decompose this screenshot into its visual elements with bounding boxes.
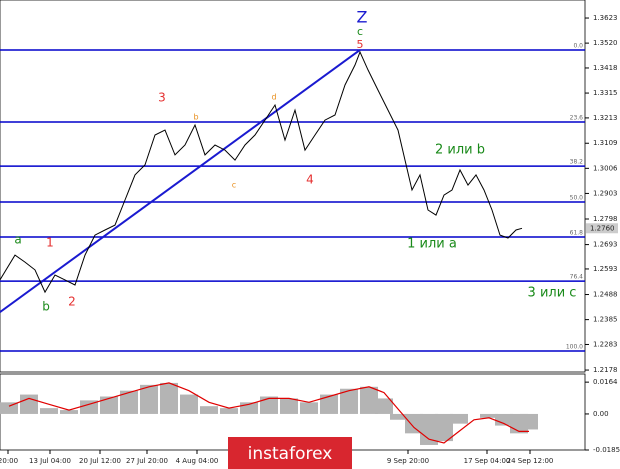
y-tick-label: 1.3520 <box>593 39 618 47</box>
wave-label: 5 <box>357 38 364 51</box>
x-tick-label: 17 Sep 04:00 <box>464 457 511 465</box>
price-panel <box>0 0 586 373</box>
y-tick-label: 1.2693 <box>593 241 618 249</box>
histogram-bar <box>200 406 218 414</box>
trendline <box>0 49 361 313</box>
histogram-bar <box>435 413 453 442</box>
y-tick-label: 0.00 <box>593 410 609 418</box>
x-tick-label: 9 Sep 20:00 <box>387 457 429 465</box>
histogram-bar <box>390 413 408 420</box>
histogram-bar <box>320 394 338 414</box>
histogram-bar <box>520 413 538 430</box>
wave-label: Z <box>357 8 368 27</box>
y-tick-label: 1.3315 <box>593 89 618 97</box>
y-tick-label: 0.0164 <box>593 378 618 386</box>
wave-label: 2 или b <box>435 143 485 158</box>
fib-label: 0.0 <box>573 42 583 49</box>
fib-label: 76.4 <box>570 274 584 281</box>
histogram-bar <box>140 384 158 414</box>
x-tick-label: 20:00 <box>0 457 18 465</box>
histogram-bar <box>240 402 258 414</box>
y-tick-label: 1.3006 <box>593 164 618 172</box>
wave-label: 2 <box>68 295 76 309</box>
y-tick-label: -0.01859 <box>593 446 620 454</box>
histogram-bar <box>405 413 423 434</box>
histogram-bar <box>495 413 513 426</box>
watermark: instaforex <box>248 444 333 464</box>
y-tick-label: 1.2283 <box>593 340 618 348</box>
y-tick-label: 1.2178 <box>593 366 618 374</box>
wave-label: d <box>271 93 276 102</box>
y-tick-label: 1.2385 <box>593 316 618 324</box>
histogram-bar <box>480 413 498 418</box>
histogram-bar <box>120 390 138 414</box>
y-tick-label: 1.2593 <box>593 265 618 273</box>
watermark-box <box>228 437 352 469</box>
wave-label: c <box>232 181 236 190</box>
histogram-bar <box>160 382 178 414</box>
wave-label: c <box>357 25 363 38</box>
histogram-bar <box>0 402 18 414</box>
y-tick-label: 1.3623 <box>593 14 618 22</box>
wave-label: 1 или a <box>407 237 457 252</box>
fib-label: 38.2 <box>570 159 584 166</box>
histogram-bar <box>100 396 118 414</box>
wave-label: b <box>193 113 198 122</box>
histogram-bar <box>375 398 393 414</box>
histogram-bar <box>220 408 238 414</box>
last-price-box <box>586 223 618 234</box>
wave-label: 1 <box>46 236 54 250</box>
histogram-bar <box>420 413 438 445</box>
histogram-bar <box>280 398 298 414</box>
wave-label: b <box>42 300 50 314</box>
histogram-bar <box>340 388 358 414</box>
histogram-bar <box>80 400 98 414</box>
x-tick-label: 20 Jul 12:00 <box>79 457 121 465</box>
y-tick-label: 1.3109 <box>593 139 618 147</box>
histogram-bar <box>360 386 378 414</box>
last-price-label: 1.2760 <box>590 224 615 232</box>
price-line <box>0 50 523 294</box>
y-tick-label: 1.3418 <box>593 64 618 72</box>
wave-label: a <box>14 233 21 247</box>
x-tick-label: 24 Sep 12:00 <box>507 457 554 465</box>
y-tick-label: 1.3213 <box>593 114 618 122</box>
signal-line <box>8 382 529 444</box>
wave-label: 4 <box>306 173 314 187</box>
fib-label: 50.0 <box>570 194 584 201</box>
y-tick-label: 1.2798 <box>593 215 618 223</box>
x-tick-label: 13 Jul 04:00 <box>29 457 71 465</box>
y-tick-label: 1.2488 <box>593 291 618 299</box>
histogram-bar <box>60 410 78 414</box>
histogram-bar <box>300 402 318 414</box>
wave-label: 3 <box>158 91 166 105</box>
y-tick-label: 1.2903 <box>593 189 618 197</box>
x-tick-label: 4 Aug 04:00 <box>176 457 219 465</box>
x-tick-label: 27 Jul 20:00 <box>126 457 168 465</box>
fib-label: 100.0 <box>566 344 583 351</box>
histogram-bar <box>20 394 38 414</box>
histogram-bar <box>180 394 198 414</box>
histogram-bar <box>40 408 58 414</box>
histogram-bar <box>450 413 468 424</box>
fib-label: 61.8 <box>570 230 584 237</box>
fib-label: 23.6 <box>570 115 584 122</box>
wave-label: 3 или c <box>528 286 577 301</box>
histogram-bar <box>260 396 278 414</box>
